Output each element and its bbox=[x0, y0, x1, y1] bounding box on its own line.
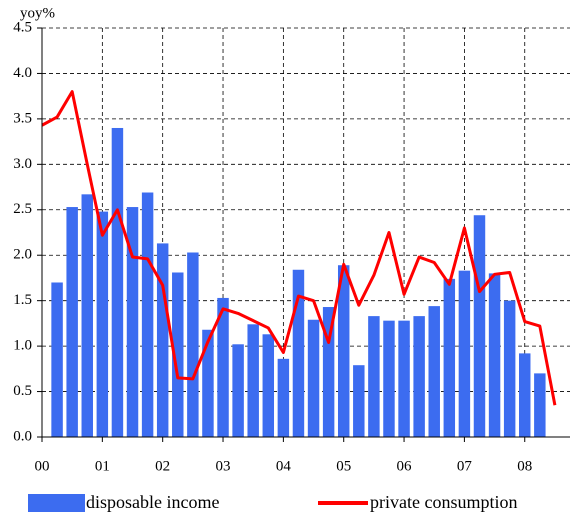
x-tick-label: 06 bbox=[397, 458, 413, 474]
y-tick-label: 2.5 bbox=[13, 201, 32, 217]
y-tick-label: 3.5 bbox=[13, 110, 32, 126]
y-tick-label: 2.0 bbox=[13, 247, 32, 263]
y-tick-label: 0.0 bbox=[13, 428, 32, 444]
bar bbox=[503, 300, 516, 437]
bar bbox=[458, 270, 471, 437]
x-tick-label: 07 bbox=[457, 458, 473, 474]
bar bbox=[217, 297, 229, 437]
bar bbox=[262, 334, 275, 437]
x-tick-label: 04 bbox=[276, 458, 292, 474]
bar bbox=[81, 194, 93, 437]
bar bbox=[141, 192, 154, 437]
bar bbox=[383, 320, 395, 437]
bar bbox=[413, 316, 425, 437]
y-tick-label: 4.5 bbox=[13, 19, 32, 35]
bar bbox=[187, 252, 199, 437]
bar bbox=[398, 320, 410, 437]
y-tick-label: 4.0 bbox=[13, 65, 32, 81]
bar bbox=[368, 316, 380, 437]
y-tick-label: 0.5 bbox=[13, 383, 32, 399]
bar bbox=[156, 243, 169, 437]
bar bbox=[202, 329, 214, 437]
bar bbox=[443, 278, 456, 437]
x-tick-label: 00 bbox=[35, 458, 50, 474]
bar bbox=[322, 307, 335, 437]
y-tick-label: 1.0 bbox=[13, 338, 32, 354]
bar bbox=[428, 306, 440, 437]
bar bbox=[232, 344, 244, 437]
x-tick-label: 05 bbox=[336, 458, 351, 474]
legend-swatch bbox=[28, 494, 85, 512]
bar bbox=[96, 211, 109, 437]
bar bbox=[534, 373, 546, 437]
bar bbox=[66, 207, 78, 437]
bar bbox=[292, 269, 305, 437]
y-tick-label: 1.5 bbox=[13, 292, 32, 308]
bar bbox=[353, 365, 365, 437]
bar bbox=[473, 215, 486, 437]
bar bbox=[488, 273, 501, 437]
x-tick-label: 03 bbox=[216, 458, 231, 474]
y-tick-label: 3.0 bbox=[13, 156, 32, 172]
x-tick-label: 02 bbox=[155, 458, 170, 474]
bar bbox=[247, 324, 259, 437]
line bbox=[41, 90, 557, 406]
bar bbox=[519, 353, 531, 437]
y-axis-label: yoy% bbox=[20, 5, 55, 21]
bar bbox=[126, 207, 139, 437]
x-tick-label: 01 bbox=[95, 458, 110, 474]
bar bbox=[277, 358, 290, 437]
legend-label: private consumption bbox=[370, 492, 517, 512]
legend-label: disposable income bbox=[86, 492, 219, 512]
x-tick-label: 08 bbox=[517, 458, 532, 474]
bar bbox=[337, 265, 350, 437]
bar bbox=[307, 319, 320, 437]
bar bbox=[111, 127, 124, 437]
bar bbox=[172, 272, 184, 437]
bar bbox=[51, 282, 63, 437]
